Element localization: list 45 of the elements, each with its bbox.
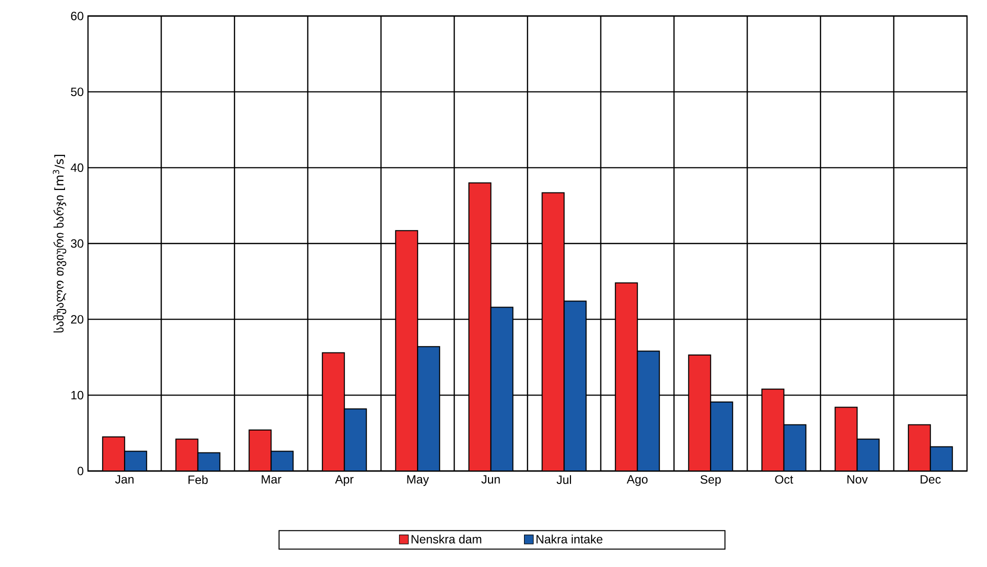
x-tick-label: Ago bbox=[626, 475, 648, 486]
y-axis-title: საშუალო თვიური ხარჯი [m$^{3}$/s] bbox=[52, 154, 66, 332]
bar bbox=[249, 430, 272, 471]
bar bbox=[857, 439, 880, 471]
bar bbox=[637, 351, 660, 471]
bar bbox=[102, 436, 125, 471]
bar bbox=[930, 446, 953, 471]
x-tick-label: Oct bbox=[775, 475, 794, 484]
bar bbox=[710, 402, 733, 471]
bar bbox=[396, 230, 418, 471]
bar bbox=[418, 346, 440, 471]
x-tick-label: Nov bbox=[847, 475, 868, 484]
bar bbox=[784, 424, 806, 471]
y-tick-label: 20 bbox=[71, 315, 84, 324]
bar bbox=[490, 307, 513, 471]
bar bbox=[688, 354, 711, 471]
x-tick-label: Sep bbox=[700, 475, 721, 486]
bar bbox=[124, 451, 147, 471]
bar bbox=[762, 389, 784, 471]
bar bbox=[908, 424, 931, 471]
bar bbox=[615, 282, 638, 471]
x-tick-label: Jul bbox=[556, 475, 571, 484]
bar bbox=[835, 407, 858, 471]
y-tick-label: 40 bbox=[70, 163, 84, 172]
x-tick-label: Dec bbox=[920, 475, 941, 484]
y-tick-label: 60 bbox=[71, 12, 84, 20]
bar bbox=[468, 182, 491, 471]
y-tick-label: 50 bbox=[70, 88, 84, 96]
x-tick-label: Jun bbox=[481, 475, 500, 484]
bar bbox=[344, 408, 366, 471]
x-tick-label: Feb bbox=[188, 475, 208, 484]
legend-label: Nenskra dam bbox=[412, 534, 482, 544]
legend-label: Nakra intake bbox=[536, 534, 602, 544]
bar bbox=[542, 192, 564, 471]
y-tick-label: 10 bbox=[71, 390, 84, 400]
x-tick-label: Apr bbox=[335, 475, 354, 486]
bar bbox=[271, 451, 294, 471]
y-tick-label: 30 bbox=[70, 239, 84, 248]
bar bbox=[176, 439, 198, 471]
x-tick-label: May bbox=[407, 475, 429, 486]
x-tick-label: Mar bbox=[262, 475, 282, 484]
x-tick-label: Jan bbox=[115, 475, 134, 484]
bar bbox=[322, 352, 344, 471]
y-tick-label: 0 bbox=[78, 466, 84, 476]
bar bbox=[564, 301, 586, 471]
